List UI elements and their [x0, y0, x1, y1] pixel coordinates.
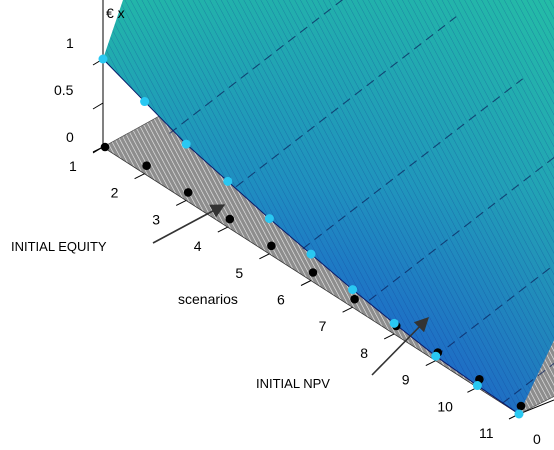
third-axis-tick-label: 0: [533, 431, 541, 447]
scenario-tick-label: 1: [69, 158, 77, 174]
scenario-tick: [300, 280, 312, 286]
initial-npv-point: [264, 214, 274, 224]
z-tick-label: 0.5: [54, 82, 74, 98]
initial-equity-point: [350, 294, 359, 304]
initial-equity-annotation: INITIAL EQUITY: [11, 204, 226, 254]
initial-equity-point: [225, 214, 235, 224]
scenario-tick: [425, 360, 437, 367]
scenario-tick-label: 9: [402, 372, 410, 388]
scenario-tick-label: 2: [111, 185, 119, 201]
initial-npv-point: [140, 97, 150, 107]
surface-grid-line: [235, 16, 457, 188]
z-tick-labels: 1 0.5 0: [54, 35, 74, 145]
initial-equity-arrow: [152, 204, 226, 244]
initial-npv-point: [472, 381, 482, 391]
scenario-tick-label: 6: [277, 292, 285, 308]
initial-equity-point: [308, 268, 318, 277]
z-tick-label: 1: [66, 35, 74, 51]
npv-surface-mesh: [103, 0, 554, 414]
surface-grid-line: [502, 362, 554, 404]
initial-equity-point: [516, 401, 526, 411]
scenario-tick-labels: 1 2 3 4 5 6 7 8 9 10 11: [69, 158, 494, 441]
initial-npv-point: [98, 54, 108, 64]
z-axis-label: € x: [106, 5, 125, 21]
initial-equity-point: [183, 188, 193, 197]
initial-equity-point: [142, 161, 151, 170]
scenario-tick-label: 4: [194, 238, 202, 254]
initial-npv-point: [514, 409, 524, 419]
scenario-tick-label: 5: [235, 265, 243, 281]
scenario-tick-label: 10: [437, 398, 453, 414]
scenario-tick: [175, 199, 187, 206]
npv-surface: [102, 0, 554, 415]
initial-npv-point: [348, 285, 358, 295]
initial-npv-label: INITIAL NPV: [256, 376, 330, 391]
z-tick-label: 0: [66, 129, 74, 145]
initial-equity-point: [100, 142, 110, 152]
scenario-tick-label: 11: [479, 425, 494, 441]
surface-grid-line: [302, 78, 524, 250]
surface-grid-line: [169, 0, 344, 134]
initial-npv-annotation: INITIAL NPV: [256, 316, 430, 391]
scenario-tick: [259, 253, 270, 260]
initial-npv-markers: [98, 54, 524, 419]
surface-grid-line: [435, 264, 554, 357]
initial-npv-point: [223, 176, 233, 186]
scenario-tick: [134, 173, 145, 180]
z-tick: [92, 102, 104, 110]
scenario-tick-label: 8: [360, 345, 368, 361]
surface-grid-line: [368, 156, 554, 301]
initial-equity-label: INITIAL EQUITY: [11, 239, 107, 254]
x-axis-label: scenarios: [178, 291, 238, 307]
scenario-tick: [342, 306, 353, 313]
initial-npv-point: [306, 249, 316, 259]
scenario-tick: [217, 226, 229, 233]
initial-npv-point: [431, 351, 441, 361]
initial-equity-point: [267, 241, 276, 251]
initial-npv-point: [389, 318, 399, 328]
initial-npv-arrow: [371, 316, 430, 376]
scenario-tick: [383, 333, 395, 340]
third-axis-line: [518, 399, 554, 415]
initial-npv-point: [181, 139, 191, 149]
scenario-tick-label: 3: [152, 211, 160, 227]
scenario-tick-label: 7: [319, 318, 327, 334]
